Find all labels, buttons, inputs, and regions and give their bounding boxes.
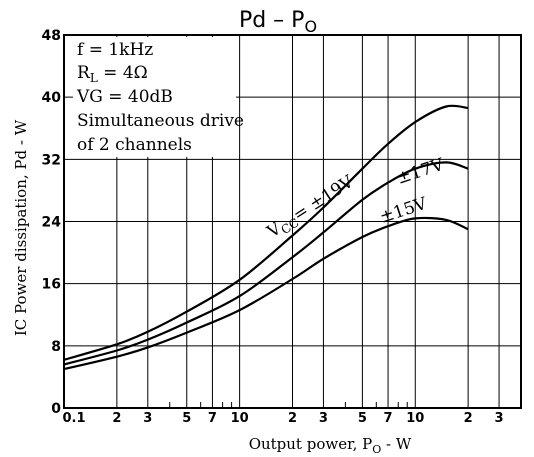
x-axis-label-suffix: - W	[381, 435, 412, 453]
series-line-2	[63, 216, 469, 371]
y-tick-label: 48	[42, 28, 61, 44]
annotation-load-value: = 4Ω	[98, 63, 148, 83]
series-label-15v: ±15V	[377, 194, 430, 228]
y-tick-label: 8	[51, 339, 61, 355]
x-tick-label: 3	[143, 411, 152, 426]
x-axis-label-main: Output power, P	[249, 435, 373, 453]
series-label-19v: VCC= ±19V	[263, 171, 359, 244]
y-tick-layer: 0 8 16 24 32 40 48	[42, 28, 62, 417]
x-tick-label: 5	[182, 411, 191, 426]
annotation-frequency: f = 1kHz	[77, 40, 153, 60]
x-tick-label: 2	[464, 411, 473, 426]
y-tick-label: 24	[42, 215, 62, 231]
annotation-gain: VG = 40dB	[76, 87, 173, 107]
annotation-load-sub: L	[90, 71, 98, 85]
x-tick-label: 3	[319, 411, 328, 426]
annotation-channels: of 2 channels	[77, 135, 192, 155]
plot-frame	[63, 34, 522, 409]
series-layer	[63, 104, 469, 371]
x-tick-layer: 0.1 2 3 5 7 10 2 3 5 7 10 2 3	[62, 411, 503, 426]
y-tick-label: 16	[42, 277, 61, 293]
x-tick-label: 7	[208, 411, 217, 426]
annotation-load: RL = 4Ω	[77, 63, 148, 85]
x-tick-label: 7	[384, 411, 393, 426]
series-line-0	[63, 104, 469, 361]
x-tick-label: 0.1	[62, 411, 85, 426]
x-tick-label: 3	[495, 411, 504, 426]
annotation-load-r: R	[77, 63, 91, 83]
x-axis-label: Output power, PO - W	[249, 435, 412, 456]
x-tick-label: 2	[288, 411, 297, 426]
x-tick-label: 2	[112, 411, 121, 426]
y-tick-label: 32	[42, 152, 61, 168]
x-tick-label: 10	[406, 411, 424, 426]
x-tick-label: 10	[231, 411, 249, 426]
annotation-backdrop	[73, 37, 236, 157]
x-axis-label-sub: O	[372, 443, 381, 456]
chart-title-main: Pd – P	[239, 8, 304, 33]
y-tick-label: 40	[42, 90, 62, 106]
chart-title-sub: O	[304, 17, 317, 36]
series-line-1	[63, 161, 469, 366]
y-tick-label: 0	[51, 401, 61, 417]
annotation-drive: Simultaneous drive	[77, 111, 244, 131]
y-axis-label: IC Power dissipation, Pd - W	[12, 119, 30, 336]
chart-title: Pd – PO	[239, 8, 317, 36]
x-tick-label: 5	[358, 411, 367, 426]
